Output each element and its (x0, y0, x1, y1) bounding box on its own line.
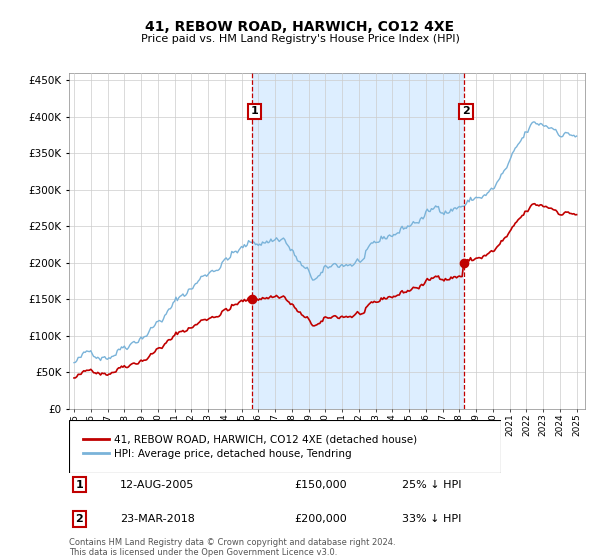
Text: 2: 2 (76, 514, 83, 524)
Text: 2: 2 (462, 106, 470, 116)
Text: 1: 1 (251, 106, 259, 116)
Text: 23-MAR-2018: 23-MAR-2018 (121, 514, 195, 524)
Text: £200,000: £200,000 (295, 514, 347, 524)
Text: £150,000: £150,000 (295, 479, 347, 489)
Text: 12-AUG-2005: 12-AUG-2005 (121, 479, 194, 489)
FancyBboxPatch shape (69, 420, 501, 473)
Text: 33% ↓ HPI: 33% ↓ HPI (403, 514, 462, 524)
Text: 25% ↓ HPI: 25% ↓ HPI (403, 479, 462, 489)
Text: Price paid vs. HM Land Registry's House Price Index (HPI): Price paid vs. HM Land Registry's House … (140, 34, 460, 44)
Text: 41, REBOW ROAD, HARWICH, CO12 4XE: 41, REBOW ROAD, HARWICH, CO12 4XE (145, 20, 455, 34)
Text: Contains HM Land Registry data © Crown copyright and database right 2024.
This d: Contains HM Land Registry data © Crown c… (69, 538, 395, 557)
Bar (252, 73, 464, 409)
Text: 1: 1 (76, 479, 83, 489)
Legend: 41, REBOW ROAD, HARWICH, CO12 4XE (detached house), HPI: Average price, detached: 41, REBOW ROAD, HARWICH, CO12 4XE (detac… (79, 430, 421, 463)
